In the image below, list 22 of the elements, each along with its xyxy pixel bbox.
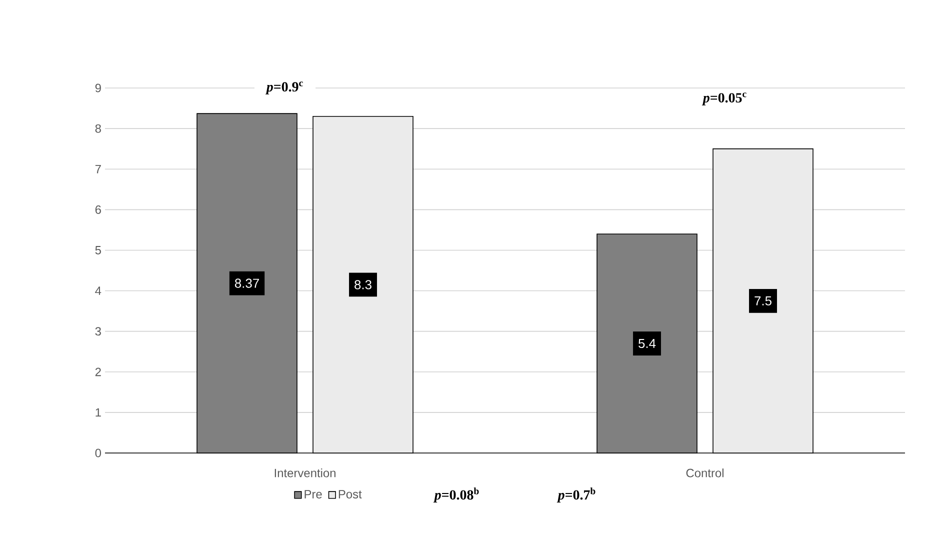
data-label: 8.3 (354, 280, 372, 290)
y-tick-label: 2 (95, 368, 101, 376)
annotation: p=0.9$^{c}$ (265, 82, 303, 94)
annotation: p=0.05$^{c}$ (702, 92, 746, 106)
text: p=0.08$^{b}$ (433, 487, 479, 502)
y-tick-label: 8 (95, 124, 101, 133)
data-label: 5.4 (638, 338, 656, 348)
y-tick-label: 7 (95, 165, 101, 174)
x-tick-label: Control (686, 468, 724, 478)
y-tick-label: 9 (95, 84, 101, 92)
x-tick-label: Intervention (274, 468, 336, 478)
y-tick-label: 1 (96, 408, 101, 417)
data-label: 7.5 (754, 296, 772, 306)
y-tick-label: 4 (95, 286, 102, 295)
y-tick-label: 5 (95, 246, 101, 254)
y-tick-label: 6 (95, 205, 101, 214)
text: p=0.7$^{b}$ (556, 487, 596, 502)
legend-label: Post (338, 490, 362, 498)
y-tick-label: 0 (95, 448, 102, 458)
y-tick-label: 3 (95, 327, 101, 336)
data-label: 8.37 (234, 278, 259, 288)
legend-label: Pre (304, 490, 322, 498)
